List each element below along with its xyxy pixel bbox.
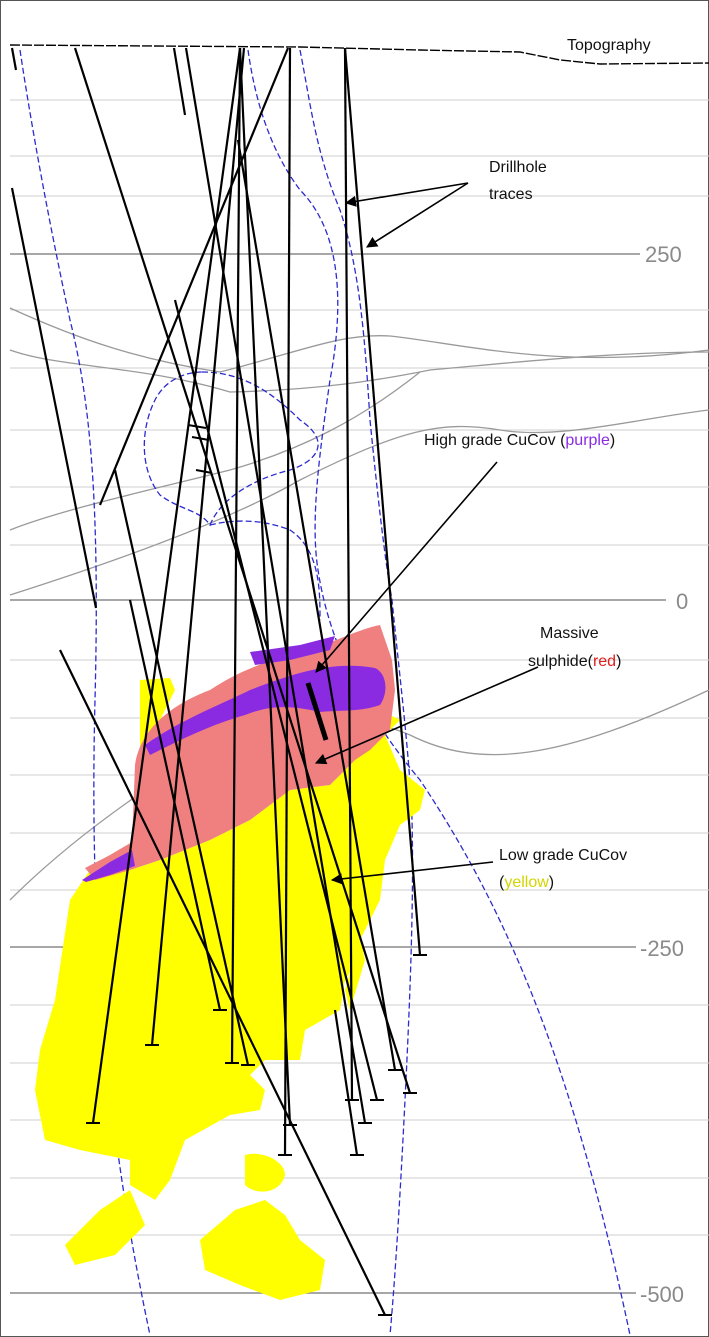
contour-lines: [9, 307, 709, 901]
low-grade-arrow: [330, 861, 494, 885]
low-grade-main-body: [35, 678, 425, 1200]
drillhole-label-line1: Drillhole: [489, 159, 547, 176]
tick-label-250: 250: [645, 242, 682, 267]
high-grade-upper-band: [145, 665, 386, 755]
tick-label-minus250: -250: [640, 936, 684, 961]
topography-line: [9, 44, 709, 65]
drillhole-end-caps: [86, 424, 427, 1316]
high-grade-label: High grade CuCov (purple): [424, 432, 615, 449]
drillhole-arrow-2: [366, 182, 469, 248]
drillhole-traces: [10, 47, 422, 1316]
drillhole-label-line2: traces: [489, 186, 533, 203]
massive-sulphide-label-line1: Massive: [540, 625, 599, 642]
massive-sulphide-label: Massive: [540, 625, 599, 642]
tick-label-0: 0: [676, 589, 688, 614]
low-grade-label-line1: Low grade CuCov: [499, 847, 627, 864]
massive-arrow: [314, 666, 539, 765]
annotation-arrows: [314, 182, 539, 885]
tick-label-minus500: -500: [640, 1282, 684, 1307]
low-grade-blob-2: [65, 1190, 145, 1265]
low-grade-label: Low grade CuCov: [499, 847, 627, 864]
low-grade-blob-1: [245, 1153, 285, 1192]
high-grade-intersection-mark: [305, 682, 329, 741]
drillhole-arrow-1: [344, 182, 469, 207]
massive-sulphide-label-line2: sulphide(red): [528, 653, 621, 670]
high-grade-left-sliver: [82, 850, 135, 882]
topography-label: Topography: [567, 37, 651, 54]
low-grade-label-line2: (yellow): [499, 874, 554, 891]
low-grade-blob-3: [200, 1200, 325, 1300]
low-grade-cucov-zones: [35, 678, 425, 1300]
drillhole-label: Drillhole traces: [489, 159, 551, 203]
high-grade-arrow: [315, 461, 498, 673]
